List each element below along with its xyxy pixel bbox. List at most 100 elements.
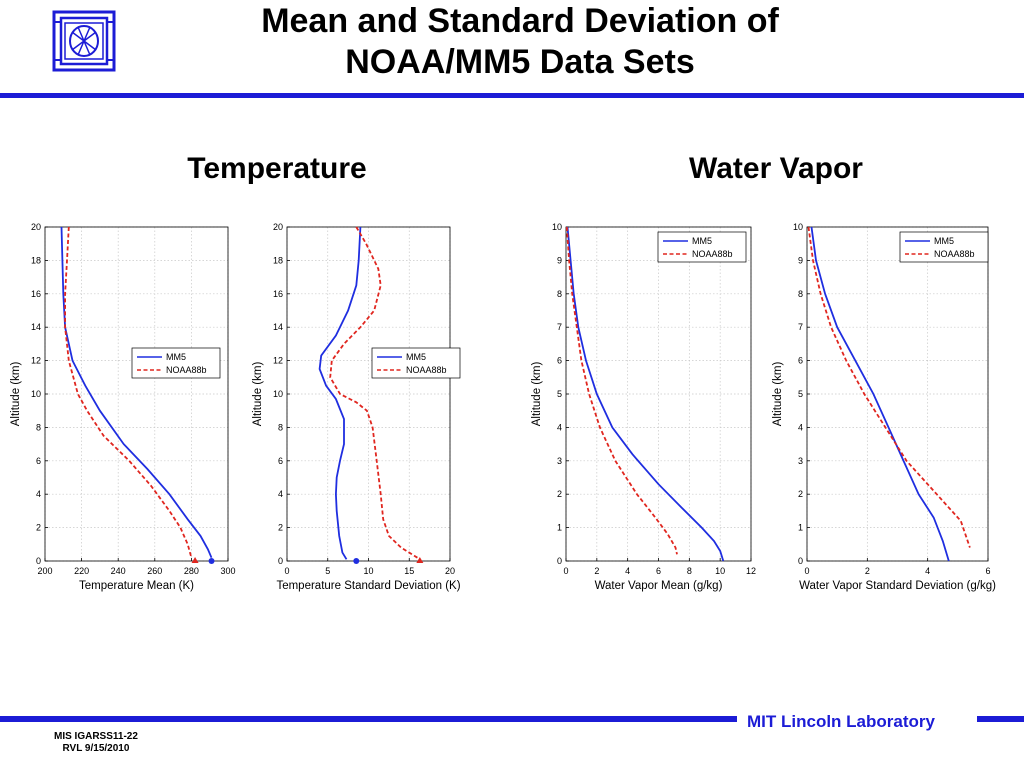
series-line-noaa88b — [807, 226, 971, 548]
series-line-mm5 — [60, 226, 213, 559]
y-tick-label: 18 — [31, 255, 41, 265]
y-tick-label: 8 — [278, 422, 283, 432]
y-tick-label: 4 — [557, 422, 562, 432]
marker-noaa88b — [416, 557, 424, 563]
y-tick-label: 7 — [557, 322, 562, 332]
series-line-mm5 — [810, 226, 950, 562]
y-tick-label: 10 — [273, 389, 283, 399]
legend-label-noaa88b: NOAA88b — [692, 249, 733, 259]
temperature-mean-chart: 200 220 240 260 280 300 0 2 4 6 8 10 12 14 16 18 20 Tempe… — [10, 222, 236, 592]
y-tick-label: 0 — [798, 556, 803, 566]
legend-label-mm5: MM5 — [406, 352, 426, 362]
y-axis-label: Altitude (km) — [252, 362, 264, 427]
x-tick-label: 0 — [804, 566, 809, 576]
y-axis-label: Altitude (km) — [772, 362, 784, 427]
y-tick-label: 10 — [793, 222, 803, 232]
marker-noaa88b — [191, 557, 199, 563]
x-tick-label: 4 — [925, 566, 930, 576]
y-tick-label: 0 — [36, 556, 41, 566]
x-axis-label: Temperature Standard Deviation (K) — [276, 580, 460, 592]
x-tick-label: 5 — [325, 566, 330, 576]
footer-bar-right — [977, 716, 1024, 722]
y-tick-label: 5 — [798, 389, 803, 399]
y-tick-label: 0 — [557, 556, 562, 566]
footer-slide-id: MIS IGARSS11-22 RVL 9/15/2010 — [54, 731, 138, 755]
legend: MM5 NOAA88b — [657, 231, 747, 263]
x-tick-label: 0 — [284, 566, 289, 576]
legend-label-noaa88b: NOAA88b — [406, 365, 447, 375]
y-tick-label: 20 — [273, 222, 283, 232]
y-tick-label: 2 — [36, 523, 41, 533]
y-tick-label: 8 — [798, 289, 803, 299]
y-tick-label: 4 — [36, 489, 41, 499]
y-tick-label: 10 — [31, 389, 41, 399]
x-tick-label: 12 — [746, 566, 756, 576]
y-tick-label: 6 — [557, 356, 562, 366]
plot-frame — [806, 226, 989, 562]
legend-box — [899, 231, 989, 263]
y-tick-label: 12 — [31, 356, 41, 366]
water-vapor-section-heading: Water Vapor — [689, 152, 863, 185]
water-vapor-std-chart: 0 2 4 6 0 1 2 3 4 5 6 7 8 9 10 Water Vapor Standard Dev… — [772, 222, 996, 592]
legend-label-noaa88b: NOAA88b — [166, 365, 207, 375]
y-tick-label: 9 — [557, 255, 562, 265]
footer-id-line2: RVL 9/15/2010 — [62, 743, 130, 754]
footer-bar-left — [0, 716, 737, 722]
legend-label-mm5: MM5 — [692, 236, 712, 246]
y-tick-label: 10 — [552, 222, 562, 232]
y-tick-label: 1 — [557, 523, 562, 533]
y-tick-label: 14 — [31, 322, 41, 332]
x-tick-label: 15 — [404, 566, 414, 576]
y-tick-label: 2 — [278, 523, 283, 533]
legend-label-mm5: MM5 — [166, 352, 186, 362]
x-tick-label: 6 — [656, 566, 661, 576]
y-axis-label: Altitude (km) — [10, 362, 22, 427]
footer-lab-name: MIT Lincoln Laboratory — [747, 712, 935, 731]
x-tick-label: 4 — [625, 566, 630, 576]
series-line-noaa88b — [64, 226, 193, 558]
legend: MM5 NOAA88b — [899, 231, 989, 263]
legend: MM5 NOAA88b — [131, 347, 221, 379]
legend-label-mm5: MM5 — [934, 236, 954, 246]
legend-box — [371, 347, 461, 379]
x-tick-label: 0 — [563, 566, 568, 576]
y-tick-label: 8 — [557, 289, 562, 299]
x-axis-label: Water Vapor Standard Deviation (g/kg) — [799, 580, 996, 592]
temperature-section-heading: Temperature — [187, 152, 367, 185]
legend-box — [131, 347, 221, 379]
footer-id-line1: MIS IGARSS11-22 — [54, 731, 138, 742]
y-tick-label: 18 — [273, 255, 283, 265]
x-tick-label: 10 — [715, 566, 725, 576]
y-tick-label: 16 — [273, 289, 283, 299]
y-tick-label: 4 — [798, 422, 803, 432]
y-tick-label: 12 — [273, 356, 283, 366]
x-axis-label: Temperature Mean (K) — [79, 580, 194, 592]
y-tick-label: 3 — [798, 456, 803, 466]
legend: MM5 NOAA88b — [371, 347, 461, 379]
x-tick-label: 260 — [147, 566, 162, 576]
x-tick-label: 6 — [985, 566, 990, 576]
y-tick-label: 6 — [36, 456, 41, 466]
x-tick-label: 2 — [594, 566, 599, 576]
series-line-noaa88b — [329, 226, 418, 559]
legend-box — [657, 231, 747, 263]
mit-ll-logo — [52, 10, 116, 72]
y-tick-label: 8 — [36, 422, 41, 432]
series-line-mm5 — [318, 226, 362, 560]
y-tick-label: 14 — [273, 322, 283, 332]
slide-title-line2: NOAA/MM5 Data Sets — [345, 43, 695, 81]
y-tick-label: 20 — [31, 222, 41, 232]
x-axis-label: Water Vapor Mean (g/kg) — [595, 580, 723, 592]
x-tick-label: 8 — [687, 566, 692, 576]
y-tick-label: 4 — [278, 489, 283, 499]
x-tick-label: 10 — [363, 566, 373, 576]
series-line-mm5 — [566, 226, 725, 562]
marker-mm5 — [353, 558, 360, 564]
y-tick-label: 1 — [798, 523, 803, 533]
x-tick-label: 240 — [111, 566, 126, 576]
y-tick-label: 0 — [278, 556, 283, 566]
y-tick-label: 6 — [798, 356, 803, 366]
x-tick-label: 20 — [445, 566, 455, 576]
series-line-noaa88b — [565, 226, 678, 555]
